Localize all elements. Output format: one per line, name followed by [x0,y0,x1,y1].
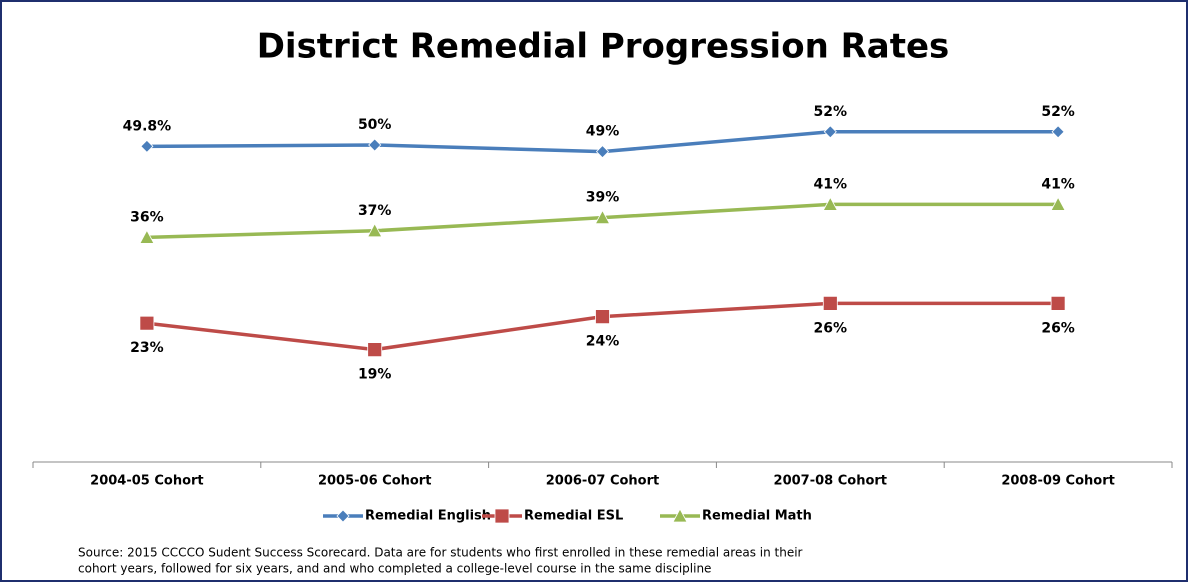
legend-marker [336,509,350,523]
marker [367,222,383,238]
data-label: 41% [814,176,848,192]
marker [367,342,383,358]
marker [595,145,610,159]
marker [139,315,155,331]
x-tick-label: 2007-08 Cohort [774,474,887,489]
data-label: 19% [358,367,392,383]
data-label: 36% [130,209,164,225]
marker [140,139,154,153]
marker [823,125,837,139]
chart-title: District Remedial Progression Rates [257,27,950,67]
marker [595,309,610,325]
data-label: 26% [1041,320,1075,336]
data-label: 26% [814,320,848,336]
source-note: Source: 2015 CCCCO Sudent Success Scorec… [78,546,803,560]
legend-label: Remedial Math [702,509,812,524]
legend-label: Remedial English [365,509,491,524]
data-label: 50% [358,117,392,133]
data-label: 52% [1041,104,1075,120]
x-tick-label: 2008-09 Cohort [1001,474,1114,489]
marker [139,229,155,244]
data-label: 41% [1041,176,1075,192]
data-label: 49% [586,124,620,140]
marker [1050,295,1066,311]
legend-marker [494,508,510,524]
marker [594,209,611,225]
data-label: 37% [358,203,392,219]
data-label: 24% [586,334,620,350]
data-label: 39% [586,190,620,206]
x-tick-label: 2006-07 Cohort [546,474,659,489]
marker [822,196,838,211]
source-note: cohort years, followed for six years, an… [78,562,711,576]
legend-marker [672,508,688,523]
legend-label: Remedial ESL [524,509,623,524]
marker [368,138,382,152]
marker [822,295,838,311]
data-label: 52% [814,104,848,120]
marker [1050,196,1066,211]
marker [1051,125,1065,139]
x-tick-label: 2005-06 Cohort [318,474,431,489]
x-tick-label: 2004-05 Cohort [90,474,203,489]
data-label: 49.8% [123,118,172,134]
data-label: 23% [130,340,164,356]
